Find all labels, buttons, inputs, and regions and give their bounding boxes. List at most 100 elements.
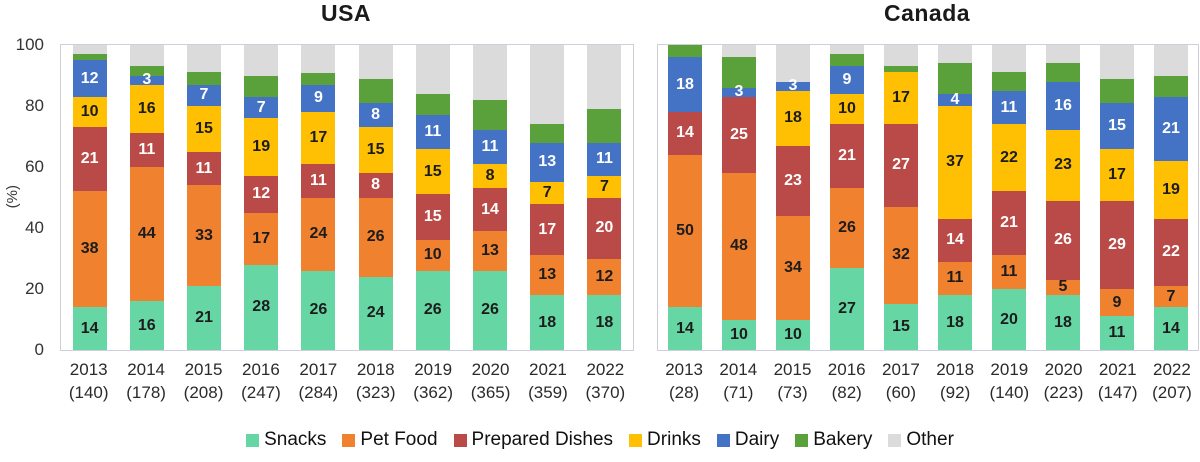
segment-prepared-dishes: 20	[587, 197, 622, 259]
segment-value-label: 15	[423, 162, 442, 180]
segment-snacks: 14	[668, 307, 702, 350]
segment-value-label: 10	[730, 325, 748, 343]
y-tick-label: 40	[25, 218, 44, 237]
stacked-bar-2019: 20 11 21 22 11	[992, 45, 1026, 350]
segment-pet-food: 10	[415, 240, 450, 271]
segment-bakery	[129, 66, 164, 76]
segment-dairy: 11	[415, 115, 450, 149]
x-tick-sample-size: (71)	[723, 383, 754, 402]
stacked-bar-2015: 10 34 23 18 3	[776, 45, 810, 350]
segment-value-label: 12	[595, 267, 614, 285]
segment-other	[530, 45, 565, 125]
x-tick-sample-size: (370)	[585, 383, 626, 402]
segment-pet-food: 11	[992, 255, 1026, 289]
segment-snacks: 27	[830, 267, 864, 350]
stacked-bar-2020: 18 5 26 23 16	[1046, 45, 1080, 350]
panel-title-usa: USA	[320, 0, 372, 26]
segment-snacks: 26	[415, 270, 450, 350]
panel-title-canada: Canada	[883, 0, 971, 26]
segment-pet-food: 17	[244, 212, 279, 265]
x-tick-label: 2013 (28)	[657, 358, 711, 404]
segment-dairy: 3	[722, 84, 756, 100]
segment-pet-food: 11	[938, 261, 972, 296]
segment-other	[1100, 45, 1134, 79]
legend-label: Dairy	[734, 429, 780, 450]
segment-other	[992, 45, 1026, 73]
segment-pet-food: 44	[129, 167, 164, 302]
x-tick-label: 2015 (208)	[175, 358, 232, 404]
segment-bakery	[473, 99, 508, 131]
segment-value-label: 24	[366, 304, 385, 322]
segment-prepared-dishes: 21	[992, 191, 1026, 256]
segment-value-label: 17	[252, 229, 271, 247]
x-tick-year: 2014	[127, 360, 166, 379]
segment-other	[884, 45, 918, 67]
segment-value-label: 14	[676, 124, 694, 142]
segment-value-label: 8	[371, 176, 381, 194]
segment-prepared-dishes: 14	[473, 188, 508, 232]
segment-other	[1154, 45, 1188, 76]
segment-value-label: 18	[538, 313, 557, 331]
segment-drinks: 18	[776, 90, 810, 146]
x-tick-year: 2018	[936, 360, 975, 379]
segment-value-label: 9	[842, 71, 852, 89]
bar-slot: 26 13 14 8 11	[461, 45, 518, 350]
segment-bakery	[187, 72, 221, 85]
segment-value-label: 9	[1112, 293, 1122, 311]
x-tick-year: 2017	[299, 360, 338, 379]
x-tick-year: 2019	[990, 360, 1029, 379]
x-tick-sample-size: (247)	[241, 383, 281, 402]
x-tick-sample-size: (28)	[668, 383, 700, 402]
segment-value-label: 20	[595, 219, 614, 237]
segment-value-label: 20	[1000, 310, 1018, 328]
segment-value-label: 26	[366, 228, 385, 246]
segment-value-label: 27	[892, 156, 910, 174]
segment-dairy: 13	[530, 142, 565, 183]
legend-swatch-pet-food	[342, 433, 356, 447]
segment-pet-food: 24	[301, 197, 336, 271]
y-tick-label: 0	[34, 340, 44, 359]
segment-value-label: 7	[1166, 287, 1176, 305]
segment-value-label: 8	[371, 106, 381, 124]
segment-dairy: 8	[358, 102, 393, 128]
segment-other	[72, 45, 107, 55]
segment-pet-food: 12	[587, 258, 622, 296]
segment-value-label: 11	[481, 138, 499, 156]
x-tick-label: 2016 (247)	[232, 358, 289, 404]
segment-value-label: 18	[1054, 313, 1072, 331]
x-axis-usa: 2013 (140) 2014 (178) 2015 (208) 2016 (247) 2017…	[60, 358, 634, 404]
x-tick-label: 2014 (178)	[117, 358, 174, 404]
segment-bakery	[72, 54, 107, 61]
segment-value-label: 7	[256, 98, 266, 116]
segment-value-label: 12	[80, 69, 99, 87]
segment-value-label: 22	[1162, 243, 1180, 261]
x-tick-label: 2020 (365)	[462, 358, 519, 404]
x-tick-sample-size: (207)	[1152, 383, 1192, 402]
segment-value-label: 15	[892, 318, 910, 336]
segment-other	[830, 45, 864, 55]
bars: 14 38 21 10 12 16 44 11 16 3 21 33 11 15 7 28 17 12 19 7 26 2…	[61, 45, 633, 350]
stacked-bar-2013: 14 50 14 18	[668, 45, 702, 350]
stacked-bar-2014: 10 48 25 3	[722, 45, 756, 350]
legend-swatch-dairy	[716, 433, 730, 447]
x-tick-label: 2022 (370)	[577, 358, 634, 404]
bar-slot: 18 12 20 7 11	[576, 45, 633, 350]
segment-pet-food: 32	[884, 206, 918, 305]
segment-value-label: 27	[838, 299, 856, 317]
segment-value-label: 18	[946, 313, 964, 331]
segment-value-label: 26	[1054, 231, 1072, 249]
segment-snacks: 28	[244, 264, 279, 350]
segment-value-label: 16	[137, 100, 156, 118]
legend-label: Bakery	[813, 429, 873, 450]
legend-swatch-snacks	[246, 433, 260, 447]
segment-pet-food: 7	[1154, 285, 1188, 308]
x-tick-sample-size: (73)	[777, 383, 808, 402]
segment-pet-food: 50	[668, 154, 702, 308]
segment-value-label: 37	[946, 153, 964, 171]
y-tick-label: 100	[15, 35, 44, 54]
bar-slot: 10 34 23 18 3	[766, 45, 820, 350]
segment-value-label: 11	[195, 159, 213, 177]
segment-prepared-dishes: 11	[187, 151, 221, 186]
x-tick-year: 2021	[529, 360, 567, 379]
segment-drinks: 10	[830, 93, 864, 125]
